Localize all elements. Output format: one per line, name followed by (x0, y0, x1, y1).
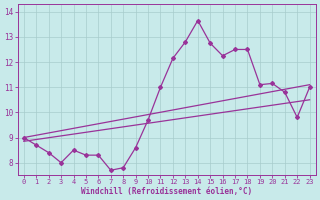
X-axis label: Windchill (Refroidissement éolien,°C): Windchill (Refroidissement éolien,°C) (81, 187, 252, 196)
